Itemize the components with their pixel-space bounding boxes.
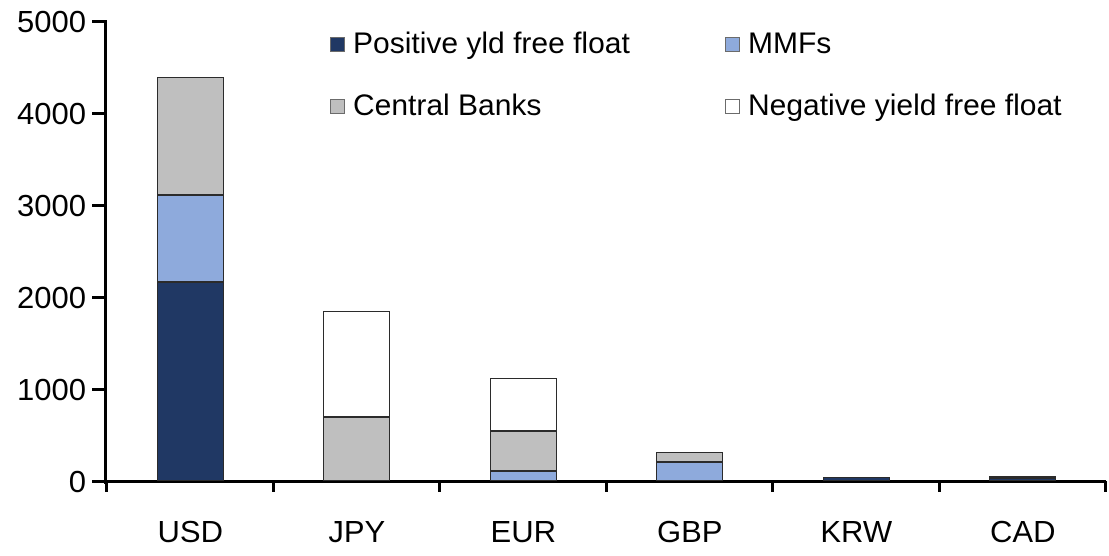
bar-segment <box>489 378 557 431</box>
y-axis-tick <box>92 480 105 483</box>
bar-segment <box>156 194 224 283</box>
bar-segment <box>656 461 724 481</box>
bar-segment <box>822 477 890 481</box>
y-axis-tick-label: 0 <box>68 464 86 499</box>
legend-label: Negative yield free float <box>748 89 1062 122</box>
bar-segment <box>989 475 1057 478</box>
legend-item-negative-yield-free-float: Negative yield free float <box>725 91 1062 121</box>
x-axis-category-label: CAD <box>990 514 1056 549</box>
bar-segment <box>156 77 224 195</box>
x-axis-tick <box>438 481 441 492</box>
y-axis-tick <box>92 112 105 115</box>
x-axis-tick <box>1104 481 1107 492</box>
y-axis-tick <box>92 20 105 23</box>
y-axis-tick-label: 1000 <box>17 372 86 407</box>
bar-segment <box>323 310 391 417</box>
x-axis-category-label: EUR <box>490 514 556 549</box>
legend-swatch-positive-yld-free-float <box>330 36 345 52</box>
bar-segment <box>489 470 557 481</box>
bar-segment <box>989 477 1057 481</box>
y-axis-tick-label: 5000 <box>17 4 86 39</box>
y-axis-line <box>104 20 107 484</box>
x-axis-category-label: USD <box>157 514 223 549</box>
legend-swatch-mmfs <box>725 36 740 52</box>
y-axis-tick-label: 3000 <box>17 188 86 223</box>
x-axis-tick <box>604 481 608 492</box>
bar-segment <box>323 416 391 481</box>
x-axis-category-label: GBP <box>657 514 723 549</box>
y-axis-tick <box>92 296 105 299</box>
x-axis-category-label: JPY <box>328 514 386 549</box>
legend-label: Positive yld free float <box>353 27 630 60</box>
x-axis-category-label: KRW <box>820 514 893 549</box>
y-axis-tick-label: 2000 <box>17 280 86 315</box>
x-axis-tick <box>937 481 941 492</box>
legend-swatch-negative-yield-free-float <box>725 98 740 114</box>
legend-item-positive-yld-free-float: Positive yld free float <box>330 29 630 59</box>
legend-label: Central Banks <box>353 89 542 122</box>
y-axis-tick <box>92 388 105 391</box>
bar-segment <box>656 451 724 462</box>
y-axis-tick <box>92 204 105 207</box>
x-axis-tick <box>271 481 275 492</box>
legend-swatch-central-banks <box>330 98 345 114</box>
legend-item-central-banks: Central Banks <box>330 91 541 121</box>
legend-label: MMFs <box>748 27 832 60</box>
bar-segment <box>489 430 557 471</box>
bar-segment <box>156 282 224 481</box>
x-axis-tick <box>105 481 108 492</box>
legend-item-mmfs: MMFs <box>725 29 831 59</box>
y-axis-tick-label: 4000 <box>17 96 86 131</box>
x-axis-tick <box>771 481 774 492</box>
